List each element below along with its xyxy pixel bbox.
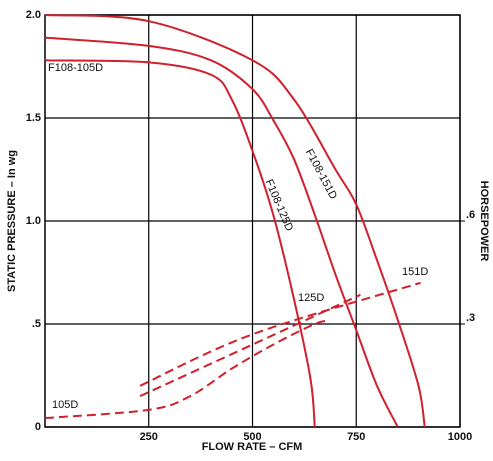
curve-label: F108-105D	[48, 62, 103, 74]
series-line	[44, 319, 331, 420]
x-tick-label: 500	[243, 431, 261, 443]
curve-label: F108-151D	[303, 147, 339, 201]
y2-tick-label: .3	[466, 312, 475, 324]
series-line	[139, 281, 421, 387]
y2-tick-label: .6	[466, 209, 475, 221]
series-line	[44, 36, 399, 428]
y-tick-label: .5	[32, 318, 41, 330]
x-tick-label: 1000	[448, 431, 472, 443]
y-axis-title: STATIC PRESSURE – In wg	[6, 150, 18, 292]
y2-axis-title: HORSEPOWER	[478, 181, 490, 262]
y-tick-label: 0	[35, 421, 41, 433]
curve-label: 151D	[402, 266, 428, 278]
x-tick-label: 250	[140, 431, 158, 443]
y-tick-label: 1.0	[26, 215, 41, 227]
curve-label: 105D	[52, 399, 78, 411]
curve-label: 125D	[298, 292, 324, 304]
y-tick-label: 1.5	[26, 112, 41, 124]
x-axis-title: FLOW RATE – CFM	[202, 441, 303, 453]
y-tick-label: 2.0	[26, 9, 41, 21]
series-line	[139, 293, 361, 398]
series-line	[44, 59, 316, 428]
curve-label: F108-125D	[263, 178, 296, 233]
x-tick-label: 750	[347, 431, 365, 443]
series-line	[44, 14, 426, 428]
